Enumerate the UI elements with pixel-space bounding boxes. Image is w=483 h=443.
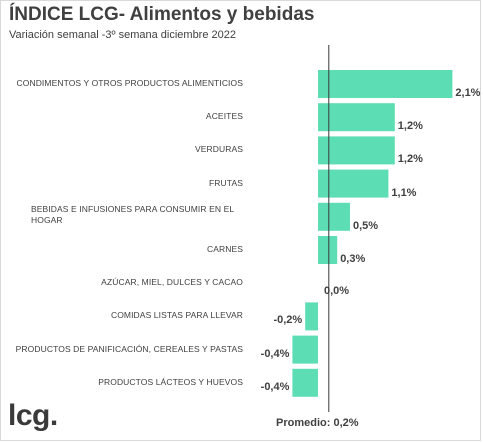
value-label-aceites: 1,2% [397, 120, 423, 133]
category-label-bebidas: BEBIDAS E INFUSIONES PARA CONSUMIR EN EL… [31, 203, 234, 225]
category-label-condimentos: CONDIMENTOS Y OTROS PRODUCTOS ALIMENTICI… [16, 78, 243, 88]
bar-bebidas [318, 202, 350, 231]
category-label-comidas-listas: COMIDAS LISTAS PARA LLEVAR [110, 310, 243, 321]
category-label-lacteos: PRODUCTOS LÁCTEOS Y HUEVOS [98, 376, 243, 387]
value-label-frutas: 1,1% [391, 186, 417, 199]
value-label-comidas-listas: -0,2% [273, 314, 303, 327]
bar-carnes [318, 236, 338, 264]
bar-comidas-listas [305, 302, 318, 331]
lcg-logo: lcg. [8, 399, 58, 432]
bar-frutas [318, 169, 389, 198]
value-label-lacteos: -0,4% [260, 380, 290, 393]
bar-panificacion [292, 335, 318, 364]
value-label-bebidas: 0,5% [353, 219, 379, 232]
average-label: Promedio: 0,2% [276, 417, 359, 429]
value-label-panificacion: -0,4% [260, 347, 290, 360]
category-label-carnes: CARNES [206, 244, 243, 254]
category-label-verduras: VERDURAS [194, 144, 243, 155]
category-label-frutas: FRUTAS [209, 177, 243, 188]
chart-subtitle: Variación semanal -3º semana diciembre 2… [9, 29, 236, 41]
bar-lacteos [292, 368, 318, 397]
chart-title: ÍNDICE LCG- Alimentos y bebidas [9, 4, 315, 25]
bars-group [292, 70, 453, 397]
value-label-carnes: 0,3% [340, 253, 366, 265]
bar-condimentos [318, 70, 453, 98]
category-label-panificacion: PRODUCTOS DE PANIFICACIÓN, CEREALES Y PA… [15, 343, 243, 354]
category-label-aceites: ACEITES [205, 111, 243, 122]
value-label-verduras: 1,2% [397, 153, 423, 166]
value-label-azucar: 0,0% [324, 285, 350, 298]
category-label-azucar: AZÚCAR, MIEL, DULCES Y CACAO [101, 277, 243, 288]
value-label-condimentos: 2,1% [455, 87, 481, 99]
bar-verduras [318, 136, 395, 165]
bar-aceites [318, 103, 395, 132]
